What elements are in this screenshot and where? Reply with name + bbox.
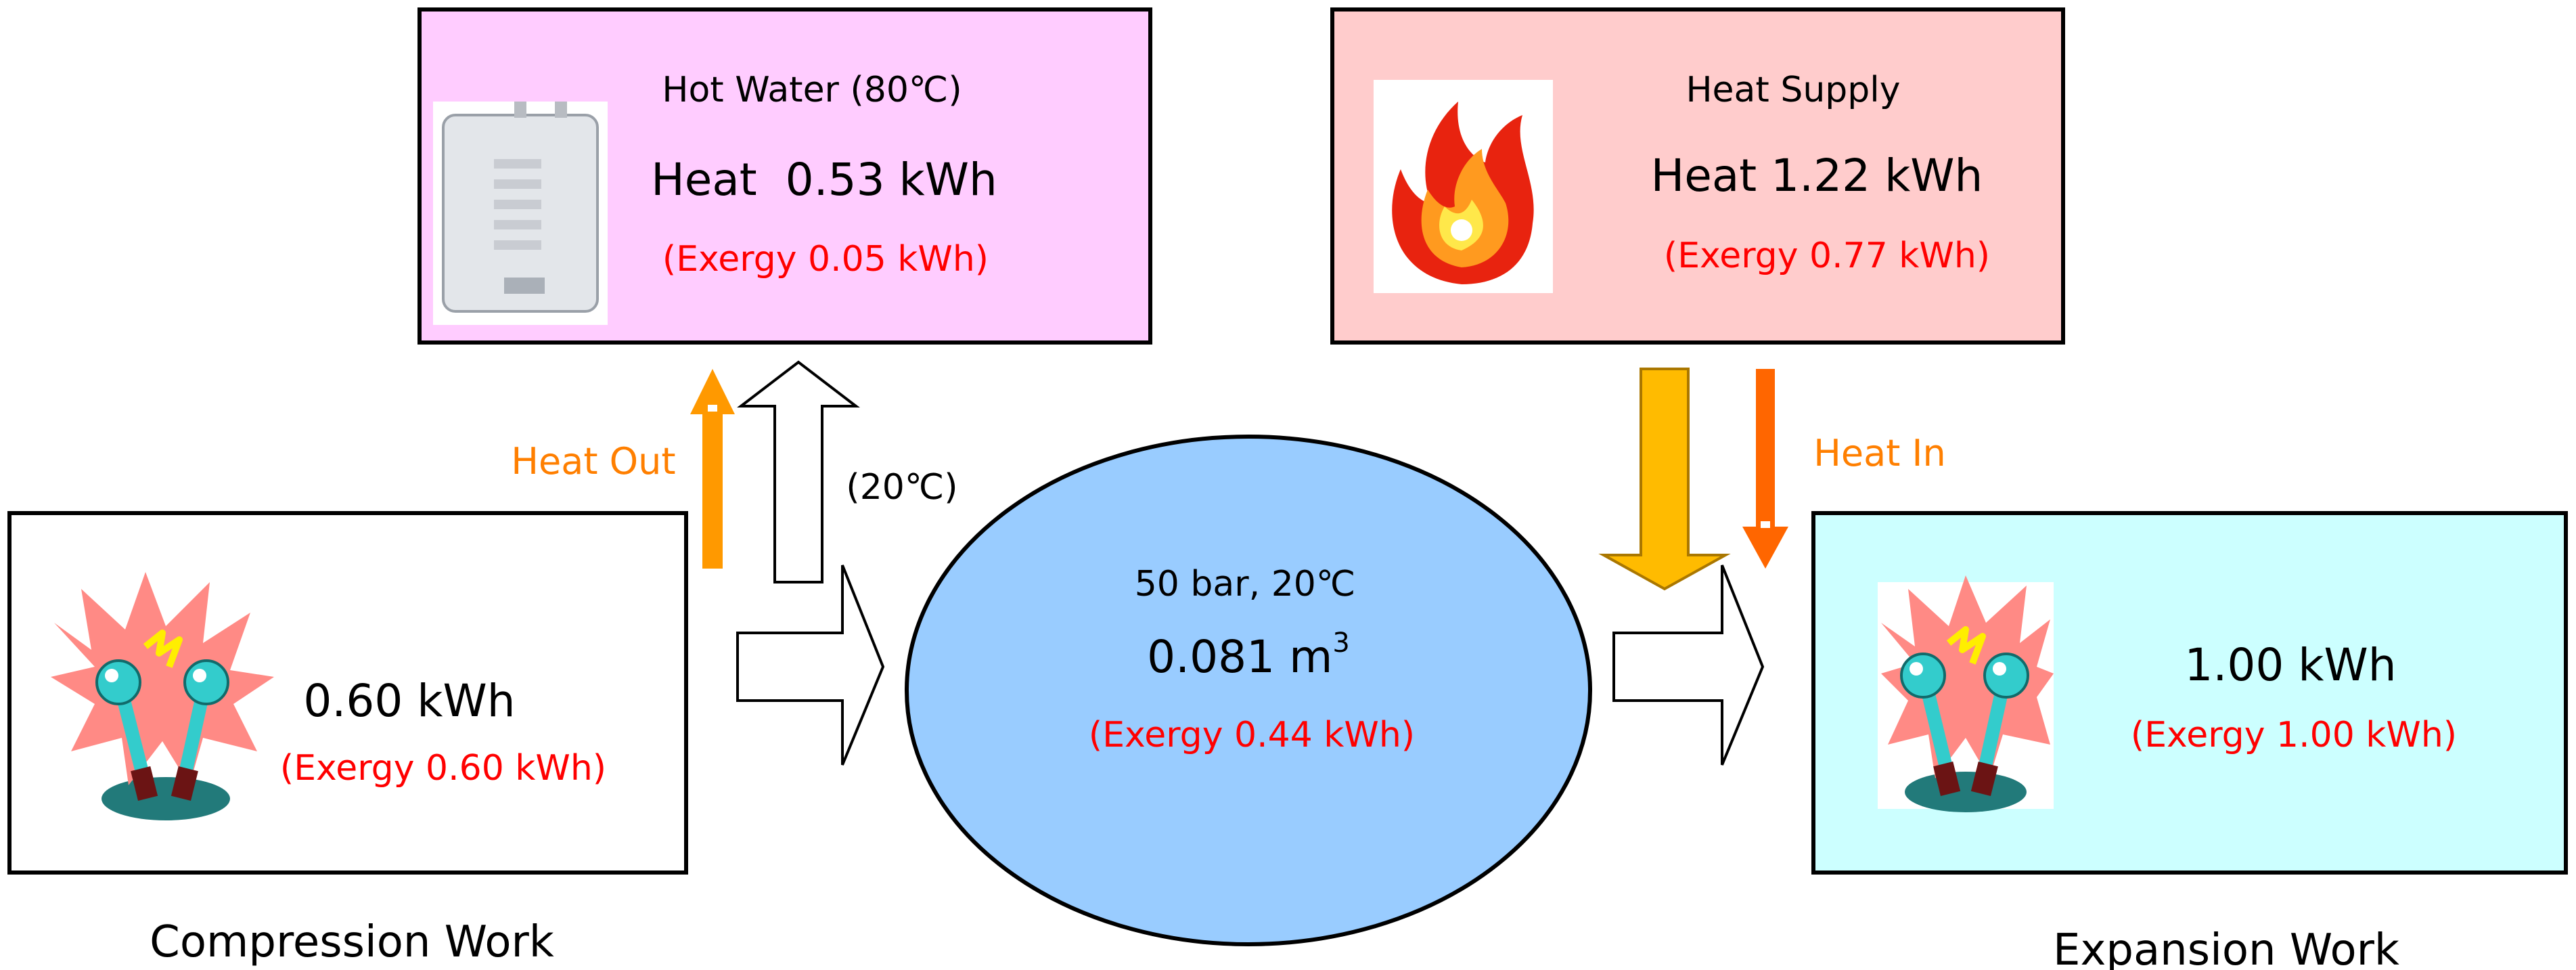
compression-panel: 0.60 kWh (Exergy 0.60 kWh) <box>7 511 688 875</box>
storage-to-expansion-arrow <box>1612 565 1765 766</box>
expansion-exergy: (Exergy 1.00 kWh) <box>2131 715 2457 755</box>
heat-out-arrow <box>690 369 735 569</box>
hot-water-heat: Heat 0.53 kWh <box>651 154 997 206</box>
water-heater-icon <box>433 102 608 325</box>
expansion-panel: 1.00 kWh (Exergy 1.00 kWh) <box>1811 511 2568 875</box>
heat-supply-down-arrow <box>1598 368 1731 591</box>
return-temp-label: (20℃) <box>846 467 957 508</box>
heat-supply-panel: Heat Supply Heat 1.22 kWh (Exergy 0.77 k… <box>1330 7 2065 345</box>
heat-out-label: Heat Out <box>511 440 675 483</box>
heat-supply-exergy: (Exergy 0.77 kWh) <box>1664 236 1990 276</box>
compression-exergy: (Exergy 0.60 kWh) <box>280 748 606 789</box>
expansion-value: 1.00 kWh <box>2184 639 2396 691</box>
heat-supply-title: Heat Supply <box>1686 70 1900 110</box>
heat-supply-heat: Heat 1.22 kWh <box>1651 150 1983 202</box>
storage-volume: 0.081 m3 <box>1147 627 1350 683</box>
compression-caption: Compression Work <box>150 917 554 967</box>
hot-water-exergy: (Exergy 0.05 kWh) <box>662 239 989 280</box>
storage-vessel: 50 bar, 20℃ 0.081 m3 (Exergy 0.44 kWh) <box>905 435 1592 946</box>
fire-icon <box>1374 80 1553 293</box>
hot-water-panel: Hot Water (80℃) Heat 0.53 kWh (Exergy 0.… <box>417 7 1152 345</box>
electric-spark-icon <box>1878 575 2054 812</box>
return-water-arrow <box>737 360 860 583</box>
compression-to-storage-arrow <box>736 565 885 766</box>
storage-exergy: (Exergy 0.44 kWh) <box>1089 715 1415 755</box>
hot-water-title: Hot Water (80℃) <box>662 70 962 110</box>
compression-value: 0.60 kWh <box>303 675 515 727</box>
storage-ellipse <box>905 435 1592 946</box>
storage-condition: 50 bar, 20℃ <box>1135 564 1356 604</box>
heat-in-label: Heat In <box>1813 432 1945 475</box>
expansion-caption: Expansion Work <box>2053 925 2399 970</box>
electric-spark-icon <box>51 572 274 820</box>
heat-in-arrow <box>1742 369 1788 569</box>
